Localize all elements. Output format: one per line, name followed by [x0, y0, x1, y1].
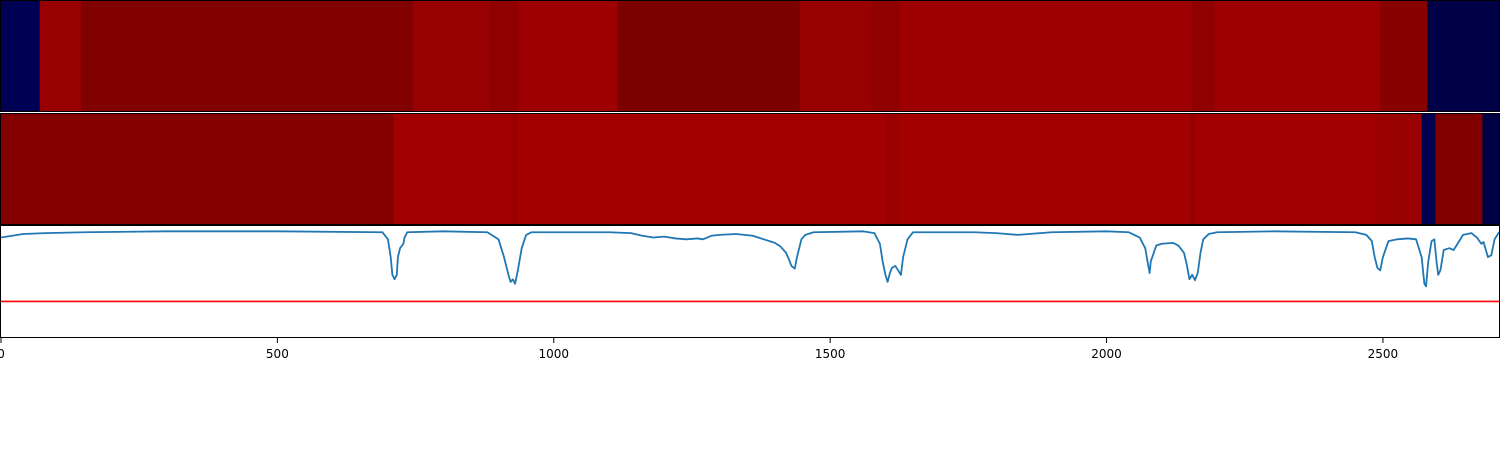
- heatmap-cell-row2-3: [517, 114, 886, 224]
- heatmap-cell-row2-1: [393, 114, 513, 224]
- heatmap-cell-row2-5: [899, 114, 1190, 224]
- x-tick-label-4: 2000: [1091, 347, 1122, 361]
- heatmap-row-middle: [1, 114, 1500, 224]
- heatmap-cell-row1-13: [1427, 1, 1500, 111]
- heatmap-cell-row1-4: [490, 1, 519, 111]
- heatmap-cell-row1-9: [899, 1, 1193, 111]
- heatmap-cell-row1-6: [617, 1, 801, 111]
- heatmap-cell-row1-11: [1214, 1, 1381, 111]
- heatmap-cell-row1-2: [81, 1, 414, 111]
- heatmap-cell-row2-4: [885, 114, 900, 224]
- x-tick-label-1: 500: [266, 347, 289, 361]
- heatmap-cell-row1-10: [1192, 1, 1215, 111]
- heatmap-cell-row1-1: [39, 1, 82, 111]
- x-tick-label-3: 1500: [815, 347, 846, 361]
- line-plot-panel: [1, 230, 1499, 303]
- heatmap-cell-row2-9: [1421, 114, 1436, 224]
- heatmap-cell-row1-8: [871, 1, 900, 111]
- heatmap-cell-row2-7: [1194, 114, 1378, 224]
- heatmap-cell-row2-0: [1, 114, 394, 224]
- heatmap-cell-row2-6: [1189, 114, 1196, 224]
- x-tick-label-2: 1000: [538, 347, 569, 361]
- heatmap-cell-row2-10: [1435, 114, 1483, 224]
- heatmap-cell-row1-0: [1, 1, 41, 111]
- heatmap-row-top: [1, 1, 1500, 111]
- heatmap-cell-row1-5: [517, 1, 618, 111]
- x-axis: 0 500 1000 1500 2000 2500: [0, 338, 1398, 361]
- x-tick-label-0: 0: [0, 347, 5, 361]
- heatmap-cell-row2-2: [512, 114, 519, 224]
- x-tick-label-5: 2500: [1368, 347, 1399, 361]
- heatmap-cell-row2-8: [1377, 114, 1423, 224]
- heatmap-cell-row1-3: [412, 1, 491, 111]
- signal-line: [1, 230, 1499, 288]
- heatmap-cell-row1-7: [799, 1, 873, 111]
- heatmap-cell-row2-11: [1482, 114, 1500, 224]
- heatmap-cell-row1-12: [1380, 1, 1428, 111]
